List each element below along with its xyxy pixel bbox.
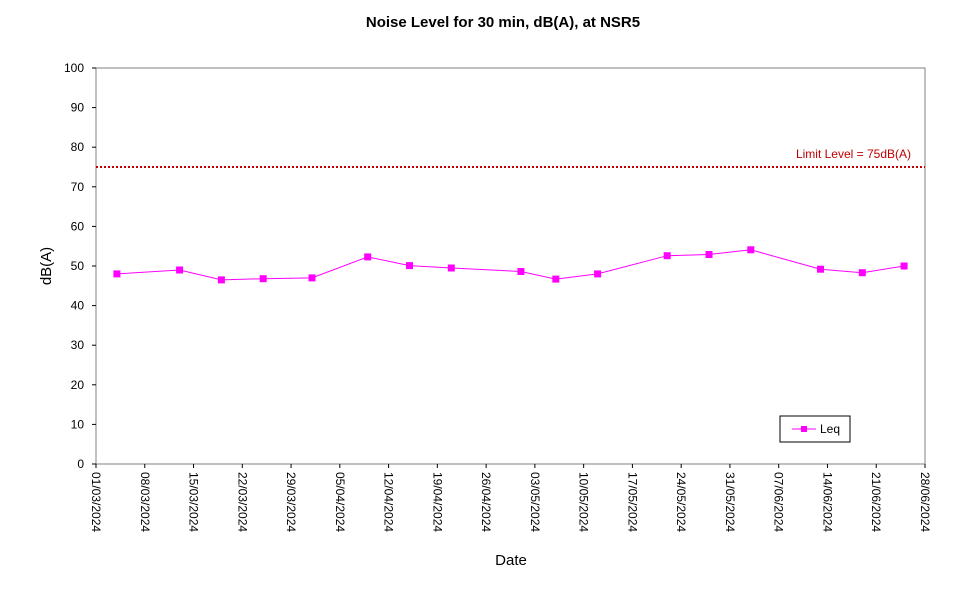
data-point xyxy=(406,262,413,270)
x-tick-label: 12/04/2024 xyxy=(382,472,396,532)
y-tick-label: 0 xyxy=(77,457,84,471)
x-tick-label: 28/06/2024 xyxy=(918,472,932,532)
data-point xyxy=(308,274,316,282)
x-tick-label: 19/04/2024 xyxy=(430,472,444,532)
y-tick-label: 100 xyxy=(64,61,84,75)
data-point xyxy=(817,265,824,273)
data-point xyxy=(447,264,455,272)
x-tick-label: 24/05/2024 xyxy=(674,472,688,532)
y-tick-label: 40 xyxy=(71,299,85,313)
y-tick-label: 50 xyxy=(71,259,85,273)
y-axis-label: dB(A) xyxy=(38,247,55,285)
y-tick-label: 60 xyxy=(71,219,85,233)
series-points-leq xyxy=(113,246,908,284)
x-tick-label: 01/03/2024 xyxy=(89,472,103,532)
data-point xyxy=(858,269,866,277)
x-tick-label: 07/06/2024 xyxy=(772,472,786,532)
x-tick-label: 17/05/2024 xyxy=(625,472,639,532)
x-tick-label: 10/05/2024 xyxy=(577,472,591,532)
data-point xyxy=(747,246,755,254)
data-point xyxy=(705,251,713,258)
data-point xyxy=(113,270,121,278)
x-tick-label: 08/03/2024 xyxy=(138,472,152,532)
x-tick-label: 03/05/2024 xyxy=(528,472,542,532)
x-tick-label: 29/03/2024 xyxy=(284,472,298,532)
y-tick-label: 10 xyxy=(71,417,85,431)
data-point xyxy=(259,275,267,283)
data-point xyxy=(552,275,560,283)
legend: Leq xyxy=(779,415,851,443)
data-point xyxy=(176,266,184,274)
data-point xyxy=(517,268,525,275)
x-tick-label: 26/04/2024 xyxy=(479,472,493,532)
y-tick-label: 90 xyxy=(71,101,85,115)
x-tick-label: 31/05/2024 xyxy=(723,472,737,532)
legend-label-leq: Leq xyxy=(820,422,840,436)
x-tick-label: 15/03/2024 xyxy=(187,472,201,532)
y-axis: 0 10 20 30 40 50 60 70 80 90 100 xyxy=(64,61,96,471)
x-tick-label: 22/03/2024 xyxy=(235,472,249,532)
y-tick-label: 80 xyxy=(71,140,85,154)
y-tick-label: 70 xyxy=(71,180,85,194)
x-tick-label: 21/06/2024 xyxy=(869,472,883,532)
x-axis: 01/03/2024 08/03/2024 15/03/2024 22/03/2024… xyxy=(89,464,932,532)
legend-swatch-marker xyxy=(801,426,807,432)
x-tick-label: 14/06/2024 xyxy=(820,472,834,532)
y-tick-label: 30 xyxy=(71,338,85,352)
data-point xyxy=(217,276,225,284)
chart-title: Noise Level for 30 min, dB(A), at NSR5 xyxy=(366,14,640,31)
data-point xyxy=(364,253,372,261)
plot-area xyxy=(95,67,926,465)
data-point xyxy=(594,270,602,278)
data-point xyxy=(900,262,908,270)
limit-label: Limit Level = 75dB(A) xyxy=(796,147,911,161)
data-point xyxy=(663,252,671,260)
x-tick-label: 05/04/2024 xyxy=(333,472,347,532)
x-axis-label: Date xyxy=(495,552,527,569)
y-tick-label: 20 xyxy=(71,378,85,392)
